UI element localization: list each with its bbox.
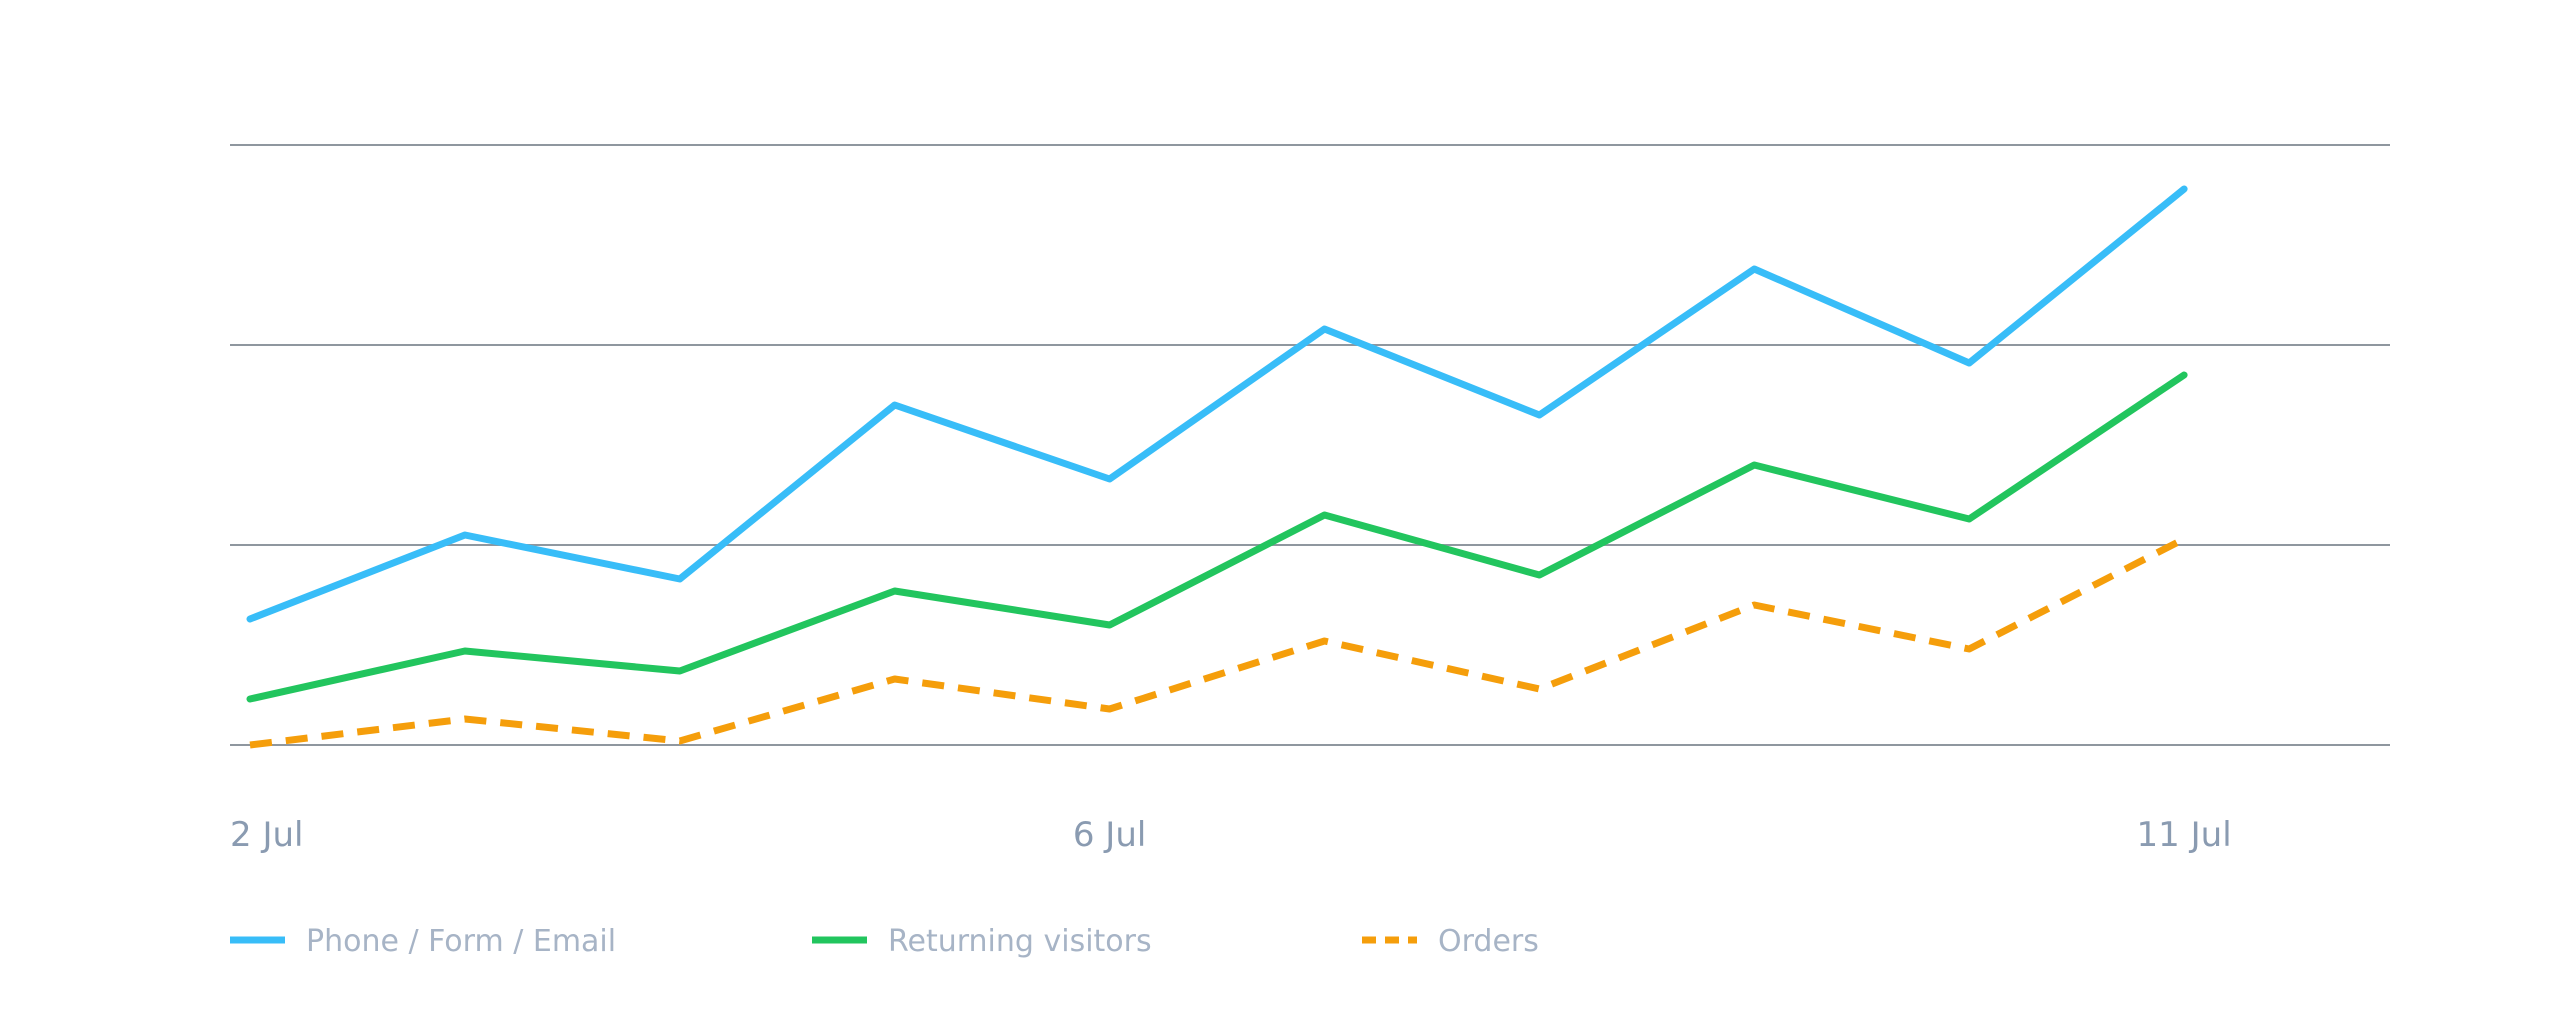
grid-lines bbox=[230, 144, 2390, 746]
legend-label: Returning visitors bbox=[888, 924, 1152, 959]
x-tick-label: 2 Jul bbox=[230, 815, 303, 855]
series-line-3 bbox=[249, 535, 2186, 749]
x-tick-label: 6 Jul bbox=[1073, 815, 1146, 855]
series-line-1 bbox=[246, 185, 2188, 623]
legend-label: Orders bbox=[1438, 924, 1539, 959]
legend: Phone / Form / Email Returning visitors Or… bbox=[230, 924, 1539, 959]
legend-item: Orders bbox=[1362, 924, 1539, 959]
legend-item: Returning visitors bbox=[812, 924, 1152, 959]
series-line-2 bbox=[246, 371, 2188, 703]
x-tick-label: 11 Jul bbox=[2137, 815, 2232, 855]
legend-label: Phone / Form / Email bbox=[306, 924, 616, 959]
legend-item: Phone / Form / Email bbox=[230, 924, 616, 959]
series-lines bbox=[246, 185, 2188, 749]
x-axis-tick-labels: 2 Jul 6 Jul 11 Jul bbox=[230, 815, 2232, 855]
